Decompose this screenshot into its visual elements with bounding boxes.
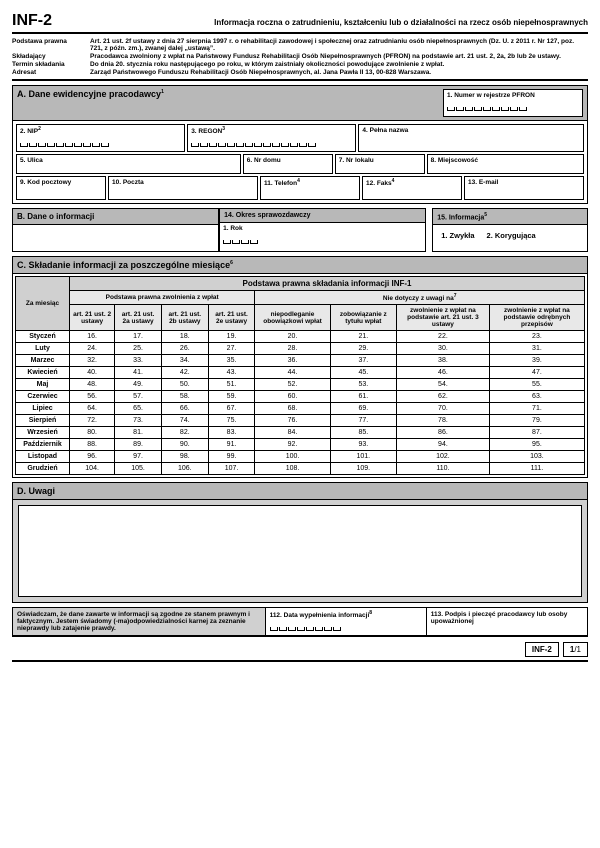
form-title: Informacja roczna o zatrudnieniu, kształ… [72,18,588,27]
informacja-header: 15. Informacja5 [433,209,587,225]
section-c-body: Za miesiąc Podstawa prawna składania inf… [12,274,588,478]
section-c-header: C. Składanie informacji za poszczególne … [12,256,588,274]
informacja-options[interactable]: 1. Zwykła2. Korygująca [433,225,587,246]
rok-field[interactable]: 1. Rok [220,223,425,249]
section-d-header: D. Uwagi [12,482,588,500]
okres-header: 14. Okres sprawozdawczy [220,209,425,223]
date-field[interactable]: 112. Data wypełnienia informacji8 [266,608,427,635]
section-b-header: B. Dane o informacji [13,209,218,225]
poczta-field[interactable]: 10. Poczta [108,176,258,200]
email-field[interactable]: 13. E-mail [464,176,584,200]
signature-field[interactable]: 113. Podpis i pieczęć pracodawcy lub oso… [427,608,587,635]
kod-field[interactable]: 9. Kod pocztowy [16,176,106,200]
form-code: INF-2 [12,12,52,30]
nazwa-field[interactable]: 4. Pełna nazwa [358,124,584,152]
ulica-field[interactable]: 5. Ulica [16,154,241,174]
faks-field[interactable]: 12. Faks4 [362,176,462,200]
regon-field[interactable]: 3. REGON3 [187,124,356,152]
telefon-field[interactable]: 11. Telefon4 [260,176,360,200]
footer-code: INF-2 [525,642,559,657]
nip-field[interactable]: 2. NIP2 [16,124,185,152]
section-a-header: A. Dane ewidencyjne pracodawcy1 1. Numer… [12,85,588,121]
legal-block: Podstawa prawnaArt. 21 ust. 2f ustawy z … [12,36,588,81]
form-header: INF-2 Informacja roczna o zatrudnieniu, … [12,12,588,34]
section-a-body: 2. NIP2 3. REGON3 4. Pełna nazwa 5. Ulic… [12,121,588,204]
uwagi-input[interactable] [18,505,582,597]
footer-page: 1/1 [563,642,588,657]
months-table: Za miesiąc Podstawa prawna składania inf… [15,276,585,475]
miejscowosc-field[interactable]: 8. Miejscowość [427,154,584,174]
footer: INF-2 1/1 [12,639,588,662]
declaration-row: Oświadczam, że dane zawarte w informacji… [12,607,588,637]
declaration-text: Oświadczam, że dane zawarte w informacji… [13,608,266,635]
nrdomu-field[interactable]: 6. Nr domu [243,154,333,174]
nrlokalu-field[interactable]: 7. Nr lokalu [335,154,425,174]
section-d-body [12,500,588,603]
